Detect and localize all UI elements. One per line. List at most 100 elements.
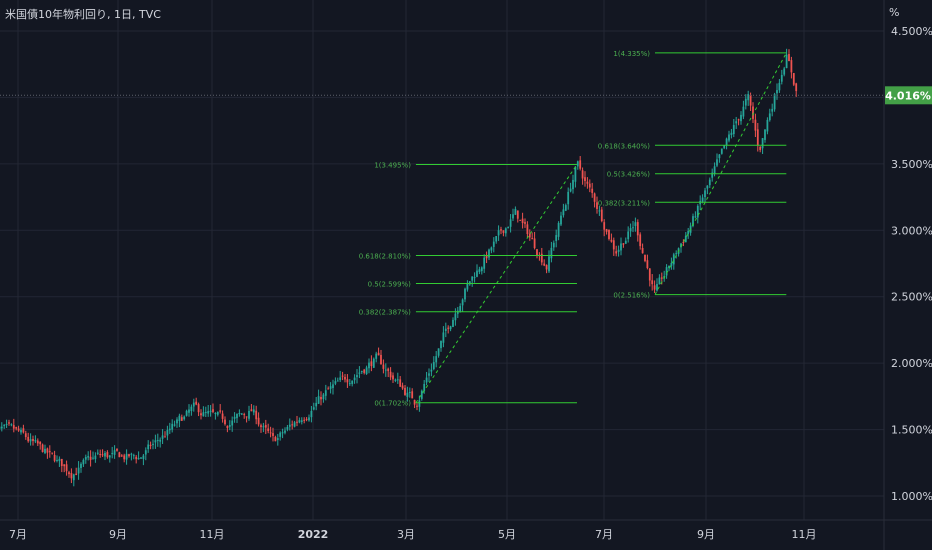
candle-body	[665, 267, 668, 276]
candle-body	[192, 402, 195, 407]
candle-body	[454, 313, 457, 321]
candle-body	[725, 138, 728, 146]
candle-body	[634, 222, 637, 226]
candle-body	[365, 367, 368, 375]
candle-body	[63, 464, 66, 467]
candle-body	[87, 456, 90, 458]
candle-body	[387, 368, 390, 372]
candle-body	[406, 392, 409, 397]
candle-body	[221, 413, 224, 419]
candle-body	[596, 202, 598, 209]
x-tick-label: 5月	[498, 528, 516, 541]
candle-body	[456, 310, 459, 314]
candle-body	[149, 444, 152, 446]
candle-body	[651, 280, 654, 285]
candle-body	[668, 265, 670, 268]
candle-body	[675, 253, 678, 255]
candle-body	[394, 379, 397, 381]
candle-body	[209, 410, 212, 412]
candle-body	[718, 154, 721, 159]
candle-body	[322, 394, 325, 400]
candle-body	[624, 240, 627, 244]
candle-body	[759, 146, 762, 150]
candle-body	[500, 229, 502, 231]
candle-body	[332, 384, 334, 389]
candle-body	[384, 369, 387, 371]
candle-body	[704, 190, 706, 198]
chart-title: 米国債10年物利回り, 1日, TVC	[5, 8, 161, 21]
candle-body	[34, 440, 37, 442]
candle-body	[608, 229, 610, 239]
candle-body	[173, 424, 176, 426]
candle-body	[274, 437, 277, 442]
candle-body	[15, 427, 18, 429]
candle-body	[792, 73, 795, 85]
candle-body	[768, 113, 771, 121]
candle-body	[780, 74, 783, 82]
candle-body	[36, 440, 39, 444]
candle-body	[44, 448, 46, 454]
candle-body	[5, 423, 8, 425]
candle-body	[744, 98, 747, 106]
candle-body	[286, 426, 289, 430]
candle-body	[396, 379, 399, 381]
fib-trend-line	[654, 52, 787, 295]
candle-body	[408, 392, 411, 394]
candle-body	[423, 383, 426, 392]
candle-body	[473, 277, 476, 279]
candle-body	[300, 420, 303, 422]
candle-body	[272, 433, 274, 436]
fib-retracement[interactable]: 1(4.335%) 0.618(3.640%) 0.5(3.426%) 0.382(3…	[598, 50, 787, 300]
candle-body	[72, 474, 75, 481]
candle-body	[317, 396, 320, 404]
candle-body	[778, 82, 781, 91]
candle-body	[432, 362, 435, 370]
candle-body	[495, 236, 498, 242]
candle-body	[684, 235, 687, 243]
candle-body	[190, 406, 193, 411]
candle-body	[65, 464, 68, 472]
candle-body	[356, 375, 358, 378]
candle-body	[80, 463, 82, 468]
candle-body	[536, 249, 538, 256]
candle-body	[413, 399, 416, 405]
candle-body	[180, 417, 183, 421]
candle-body	[404, 387, 406, 395]
candle-body	[308, 417, 310, 421]
candle-body	[449, 326, 452, 330]
candle-body	[216, 411, 219, 415]
candle-body	[581, 170, 584, 179]
candle-body	[420, 390, 423, 399]
candle-body	[375, 353, 378, 359]
candle-body	[754, 119, 757, 131]
candle-body	[771, 108, 774, 112]
candle-body	[284, 430, 286, 433]
x-tick-label: 9月	[109, 528, 127, 541]
candle-body	[224, 419, 226, 425]
x-tick-label: 7月	[9, 528, 27, 541]
candle-body	[658, 277, 661, 285]
y-tick-label: 3.000%	[891, 224, 932, 237]
candle-body	[24, 433, 27, 438]
candle-body	[555, 235, 558, 241]
candle-body	[202, 412, 205, 417]
candle-body	[516, 210, 519, 219]
candle-body	[749, 94, 752, 106]
fibonacci-retracements[interactable]: 1(3.495%) 0.618(2.810%) 0.5(2.599%) 0.382(2…	[359, 50, 787, 408]
candle-body	[380, 354, 382, 365]
candle-body	[740, 114, 742, 122]
last-price-badge	[885, 86, 932, 105]
candle-body	[231, 420, 234, 426]
candle-body	[108, 455, 111, 458]
candle-body	[461, 299, 464, 306]
candle-body	[281, 432, 284, 434]
candle-body	[593, 193, 596, 202]
candle-body	[466, 283, 469, 290]
fib-retracement[interactable]: 1(3.495%) 0.618(2.810%) 0.5(2.599%) 0.382(2…	[359, 162, 578, 408]
candle-body	[531, 238, 534, 240]
fib-level-label: 0.618(3.640%)	[598, 142, 650, 150]
candle-body	[644, 254, 646, 261]
candle-body	[22, 428, 25, 433]
candle-body	[639, 234, 642, 247]
